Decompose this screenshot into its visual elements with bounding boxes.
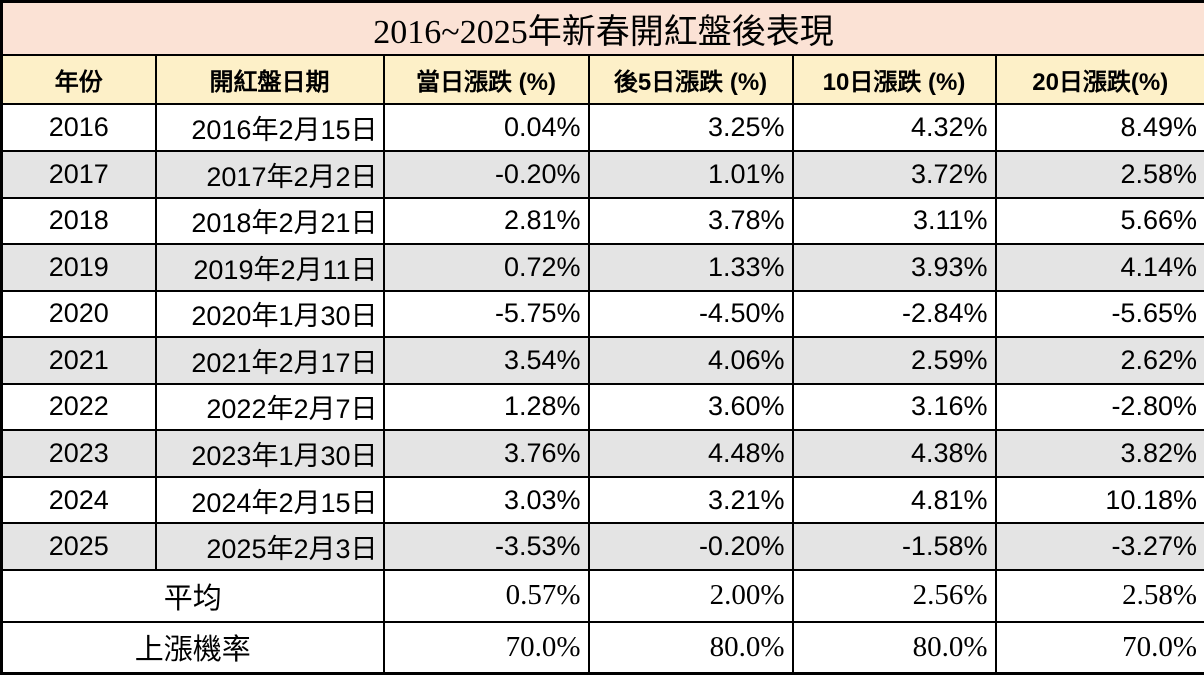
table-row-2020: 2020 2020年1月30日 -5.75% -4.50% -2.84% -5.… bbox=[0, 289, 1204, 339]
year-cell: 2017 bbox=[0, 149, 157, 199]
10day-change-cell: 2.59% bbox=[791, 336, 997, 385]
win-rate-day: 70.0% bbox=[382, 620, 590, 675]
date-cell: 2025年2月3日 bbox=[154, 522, 385, 571]
5day-change-cell: 4.48% bbox=[587, 429, 794, 478]
5day-change-cell: -0.20% bbox=[587, 522, 794, 571]
average-5day-change: 2.00% bbox=[587, 568, 794, 623]
day-change-cell: -5.75% bbox=[382, 289, 590, 339]
average-label: 平均 bbox=[0, 568, 385, 623]
20day-change-cell: 3.82% bbox=[994, 429, 1204, 478]
day-change-cell: 2.81% bbox=[382, 196, 590, 246]
20day-change-cell: 4.14% bbox=[994, 243, 1204, 292]
average-20day-change: 2.58% bbox=[994, 568, 1204, 623]
10day-change-cell: 4.38% bbox=[791, 429, 997, 478]
10day-change-cell: 3.11% bbox=[791, 196, 997, 246]
table-row-2017: 2017 2017年2月2日 -0.20% 1.01% 3.72% 2.58% bbox=[0, 149, 1204, 199]
year-cell: 2024 bbox=[0, 475, 157, 525]
table-row-2021: 2021 2021年2月17日 3.54% 4.06% 2.59% 2.62% bbox=[0, 336, 1204, 385]
average-row: 平均 0.57% 2.00% 2.56% 2.58% bbox=[0, 568, 1204, 623]
table-row-2016: 2016 2016年2月15日 0.04% 3.25% 4.32% 8.49% bbox=[0, 103, 1204, 152]
table-row-2022: 2022 2022年2月7日 1.28% 3.60% 3.16% -2.80% bbox=[0, 382, 1204, 432]
5day-change-cell: 3.78% bbox=[587, 196, 794, 246]
day-change-cell: -0.20% bbox=[382, 149, 590, 199]
col-header-10day-change: 10日漲跌 (%) bbox=[791, 53, 997, 106]
day-change-cell: 0.04% bbox=[382, 103, 590, 152]
win-rate-row: 上漲機率 70.0% 80.0% 80.0% 70.0% bbox=[0, 620, 1204, 675]
10day-change-cell: 3.16% bbox=[791, 382, 997, 432]
col-header-year: 年份 bbox=[0, 53, 157, 106]
date-cell: 2016年2月15日 bbox=[154, 103, 385, 152]
col-header-open-date: 開紅盤日期 bbox=[154, 53, 385, 106]
title-row: 2016~2025年新春開紅盤後表現 bbox=[0, 0, 1204, 56]
date-cell: 2017年2月2日 bbox=[154, 149, 385, 199]
header-row: 年份 開紅盤日期 當日漲跌 (%) 後5日漲跌 (%) 10日漲跌 (%) 20… bbox=[0, 53, 1204, 106]
table-row-2024: 2024 2024年2月15日 3.03% 3.21% 4.81% 10.18% bbox=[0, 475, 1204, 525]
10day-change-cell: 4.81% bbox=[791, 475, 997, 525]
day-change-cell: 0.72% bbox=[382, 243, 590, 292]
table-row-2018: 2018 2018年2月21日 2.81% 3.78% 3.11% 5.66% bbox=[0, 196, 1204, 246]
day-change-cell: 3.03% bbox=[382, 475, 590, 525]
date-cell: 2021年2月17日 bbox=[154, 336, 385, 385]
date-cell: 2024年2月15日 bbox=[154, 475, 385, 525]
date-cell: 2020年1月30日 bbox=[154, 289, 385, 339]
day-change-cell: 3.54% bbox=[382, 336, 590, 385]
20day-change-cell: -5.65% bbox=[994, 289, 1204, 339]
20day-change-cell: 10.18% bbox=[994, 475, 1204, 525]
table-row-2019: 2019 2019年2月11日 0.72% 1.33% 3.93% 4.14% bbox=[0, 243, 1204, 292]
10day-change-cell: 3.93% bbox=[791, 243, 997, 292]
20day-change-cell: 5.66% bbox=[994, 196, 1204, 246]
date-cell: 2022年2月7日 bbox=[154, 382, 385, 432]
win-rate-10day: 80.0% bbox=[791, 620, 997, 675]
20day-change-cell: 8.49% bbox=[994, 103, 1204, 152]
win-rate-label: 上漲機率 bbox=[0, 620, 385, 675]
year-cell: 2016 bbox=[0, 103, 157, 152]
year-cell: 2023 bbox=[0, 429, 157, 478]
5day-change-cell: -4.50% bbox=[587, 289, 794, 339]
5day-change-cell: 3.25% bbox=[587, 103, 794, 152]
win-rate-5day: 80.0% bbox=[587, 620, 794, 675]
day-change-cell: 1.28% bbox=[382, 382, 590, 432]
5day-change-cell: 1.01% bbox=[587, 149, 794, 199]
5day-change-cell: 3.21% bbox=[587, 475, 794, 525]
year-cell: 2019 bbox=[0, 243, 157, 292]
year-cell: 2021 bbox=[0, 336, 157, 385]
date-cell: 2019年2月11日 bbox=[154, 243, 385, 292]
date-cell: 2018年2月21日 bbox=[154, 196, 385, 246]
year-cell: 2018 bbox=[0, 196, 157, 246]
col-header-day-change: 當日漲跌 (%) bbox=[382, 53, 590, 106]
5day-change-cell: 4.06% bbox=[587, 336, 794, 385]
10day-change-cell: -1.58% bbox=[791, 522, 997, 571]
day-change-cell: -3.53% bbox=[382, 522, 590, 571]
10day-change-cell: 4.32% bbox=[791, 103, 997, 152]
10day-change-cell: -2.84% bbox=[791, 289, 997, 339]
day-change-cell: 3.76% bbox=[382, 429, 590, 478]
year-cell: 2020 bbox=[0, 289, 157, 339]
col-header-20day-change: 20日漲跌(%) bbox=[994, 53, 1204, 106]
10day-change-cell: 3.72% bbox=[791, 149, 997, 199]
average-day-change: 0.57% bbox=[382, 568, 590, 623]
20day-change-cell: -2.80% bbox=[994, 382, 1204, 432]
5day-change-cell: 1.33% bbox=[587, 243, 794, 292]
table-row-2023: 2023 2023年1月30日 3.76% 4.48% 4.38% 3.82% bbox=[0, 429, 1204, 478]
table-title: 2016~2025年新春開紅盤後表現 bbox=[0, 0, 1204, 56]
year-cell: 2022 bbox=[0, 382, 157, 432]
date-cell: 2023年1月30日 bbox=[154, 429, 385, 478]
20day-change-cell: 2.58% bbox=[994, 149, 1204, 199]
col-header-5day-change: 後5日漲跌 (%) bbox=[587, 53, 794, 106]
win-rate-20day: 70.0% bbox=[994, 620, 1204, 675]
average-10day-change: 2.56% bbox=[791, 568, 997, 623]
year-cell: 2025 bbox=[0, 522, 157, 571]
5day-change-cell: 3.60% bbox=[587, 382, 794, 432]
20day-change-cell: 2.62% bbox=[994, 336, 1204, 385]
20day-change-cell: -3.27% bbox=[994, 522, 1204, 571]
table-row-2025: 2025 2025年2月3日 -3.53% -0.20% -1.58% -3.2… bbox=[0, 522, 1204, 571]
